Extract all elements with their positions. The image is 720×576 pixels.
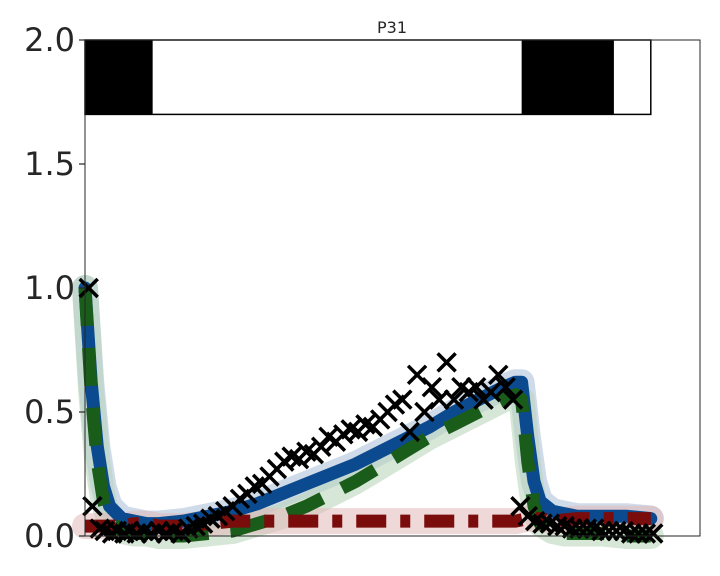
scatter-point	[495, 376, 516, 398]
scatter-point	[436, 352, 457, 373]
scatter-point	[643, 523, 664, 544]
scatter-point	[465, 376, 487, 398]
scatter-point	[310, 436, 332, 457]
y-tick-label: 0.5	[24, 393, 75, 431]
scatter-point	[399, 421, 420, 443]
scatter-point	[561, 518, 583, 539]
y-tick-label: 1.5	[24, 145, 75, 183]
scatter-point	[82, 496, 103, 517]
scatter-point	[480, 381, 502, 403]
scatter-point	[443, 389, 465, 410]
scatter-point	[620, 523, 642, 544]
chart-title: P31	[377, 18, 407, 37]
y-axis: 0.0 0.5 1.0 1.5 2.0	[24, 21, 85, 555]
light-bar	[84, 39, 652, 116]
scatter-point	[392, 389, 413, 410]
scatter-point	[591, 520, 612, 542]
scatter-point	[421, 376, 443, 398]
scatter-point	[78, 277, 99, 299]
scatter-point	[488, 364, 509, 386]
y-tick-label: 2.0	[24, 21, 75, 59]
dark-period	[521, 40, 614, 115]
scatter-point	[502, 389, 524, 410]
scatter-point	[635, 523, 657, 544]
scatter-point	[429, 389, 450, 410]
scatter-point	[598, 520, 620, 542]
scatter-point	[569, 518, 590, 539]
scatter-points	[78, 277, 664, 544]
y-tick-label: 0.0	[24, 517, 75, 555]
scatter-point	[628, 523, 649, 544]
dark-period	[85, 40, 153, 115]
y-tick-label: 1.0	[24, 269, 75, 307]
